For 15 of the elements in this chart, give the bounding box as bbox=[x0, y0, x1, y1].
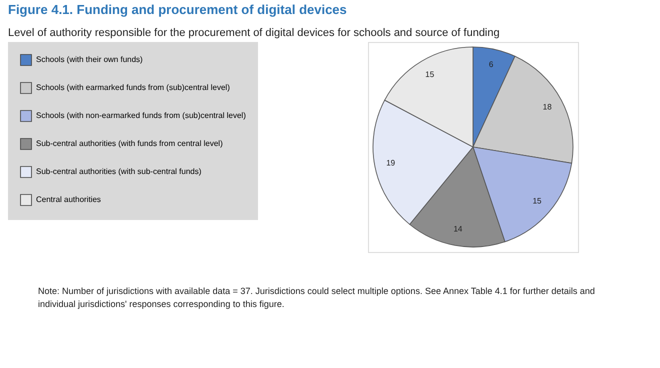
data-label: 15 bbox=[425, 70, 435, 80]
legend-label: Sub-central authorities (with sub-central funds) bbox=[36, 167, 202, 176]
legend-label: Schools (with non-earmarked funds from (sub)central level) bbox=[36, 111, 246, 120]
data-label: 18 bbox=[542, 102, 552, 112]
data-label: 14 bbox=[453, 224, 463, 234]
chart-title: Figure 4.1. Funding and procurement of digital devices bbox=[8, 2, 347, 17]
text: Note: Number of jurisdictions with available data = 37. Jurisdictions could select multiple options. See Annex Table 4.1 for further details and individual jurisdictions' responses corresponding to this figure. bbox=[38, 286, 595, 309]
data-label: 15 bbox=[532, 196, 542, 206]
data-label: 6 bbox=[488, 60, 494, 69]
legend-label: Schools (with their own funds) bbox=[36, 55, 144, 64]
data-label: 19 bbox=[386, 158, 396, 168]
legend-label: Central authorities bbox=[36, 195, 101, 204]
legend-label: Schools (with earmarked funds from (sub)central level) bbox=[36, 83, 230, 92]
legend-label: Sub-central authorities (with funds from central level) bbox=[36, 139, 224, 148]
chart-subtitle: Level of authority responsible for the procurement of digital devices for schools and source of funding bbox=[8, 27, 500, 39]
